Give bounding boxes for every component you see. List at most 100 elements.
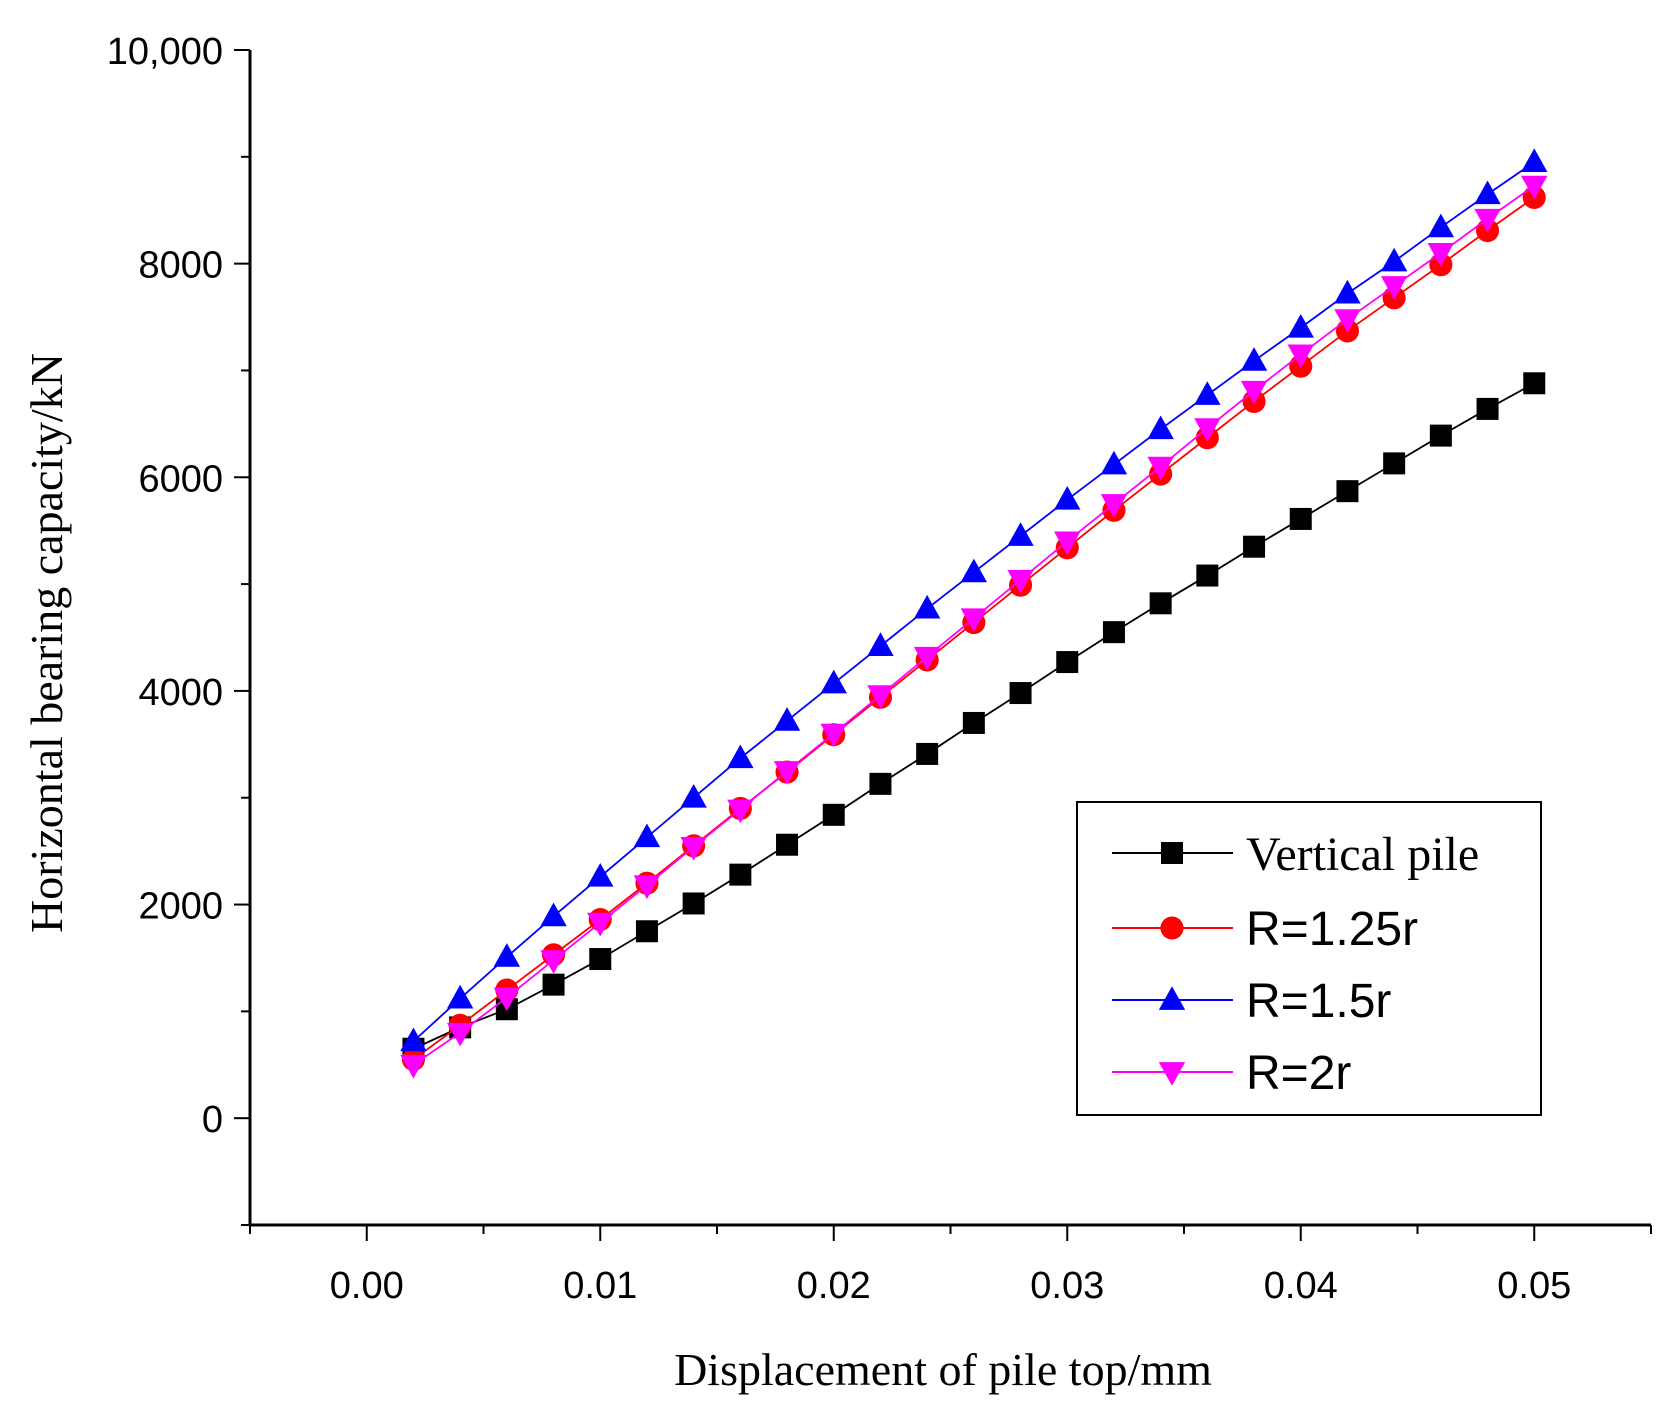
legend-box: [1076, 801, 1542, 1116]
x-tick-label: 0.03: [1030, 1265, 1104, 1307]
data-point: [1287, 344, 1314, 369]
x-tick-label: 0.01: [563, 1265, 637, 1307]
data-point: [1287, 313, 1314, 338]
legend-entry: Vertical pile: [1112, 828, 1479, 881]
data-point: [727, 799, 754, 824]
data-point: [1007, 522, 1034, 546]
data-point: [682, 892, 705, 915]
y-tick-label: 8000: [138, 245, 223, 287]
data-point: [1100, 494, 1128, 518]
data-point: [727, 744, 754, 769]
x-axis-ticks: 0.00 0.01 0.02 0.03 0.04 0.05: [249, 1225, 1652, 1307]
data-point: [960, 608, 988, 633]
data-point: [680, 783, 707, 808]
y-tick-label: 10,000: [107, 31, 223, 73]
data-point: [913, 646, 941, 671]
data-point: [635, 920, 658, 943]
data-point: [1149, 592, 1172, 615]
data-point: [540, 950, 567, 974]
legend-marker: [1158, 986, 1186, 1010]
data-point: [1054, 531, 1081, 556]
legend-marker: [1160, 916, 1184, 940]
data-point: [1523, 372, 1546, 395]
x-tick-label: 0.04: [1264, 1265, 1338, 1307]
plot-series: [400, 148, 1548, 1079]
data-point: [776, 833, 799, 856]
data-point: [633, 875, 661, 900]
data-point: [1194, 418, 1221, 442]
data-point: [1240, 347, 1268, 371]
data-point: [446, 984, 474, 1009]
data-point: [1380, 276, 1408, 300]
data-point: [400, 1027, 427, 1052]
data-point: [1336, 480, 1359, 503]
data-point: [1243, 535, 1266, 558]
y-axis-title: Horizontal bearing capacity/kN: [21, 353, 72, 933]
data-point: [822, 803, 845, 826]
data-point: [1521, 148, 1548, 173]
legend-marker: [1158, 1062, 1186, 1086]
data-point: [1427, 243, 1455, 267]
data-point: [1240, 380, 1268, 405]
data-point: [1289, 507, 1312, 530]
data-point: [446, 1022, 474, 1047]
legend-label: R=1.5r: [1246, 975, 1391, 1028]
y-tick-label: 2000: [138, 886, 223, 928]
data-point: [1429, 424, 1452, 447]
legend-label: R=2r: [1246, 1047, 1351, 1100]
data-point: [729, 863, 752, 886]
legend-label: R=1.25r: [1246, 903, 1418, 956]
data-point: [867, 632, 894, 656]
data-point: [493, 943, 521, 967]
x-tick-label: 0.02: [797, 1265, 871, 1307]
data-point: [1334, 279, 1361, 304]
data-point: [1100, 450, 1128, 475]
legend-entry: R=2r: [1112, 1047, 1351, 1100]
data-point: [913, 594, 941, 619]
x-tick-label: 0.05: [1497, 1265, 1571, 1307]
y-tick-label: 6000: [138, 458, 223, 500]
y-axis-ticks: 0 2000 4000 6000 8000 10,000: [107, 31, 250, 1226]
data-point: [1147, 456, 1174, 481]
data-point: [1427, 213, 1455, 238]
data-point: [1056, 651, 1079, 674]
data-point: [867, 685, 894, 709]
data-point: [1147, 415, 1174, 440]
data-point: [962, 711, 985, 734]
data-point: [1521, 175, 1548, 200]
data-point: [1009, 682, 1032, 705]
x-tick-label: 0.00: [330, 1265, 404, 1307]
data-point: [1476, 397, 1499, 420]
x-axis-title: Displacement of pile top/mm: [674, 1344, 1212, 1395]
data-point: [820, 723, 847, 748]
data-point: [587, 863, 614, 887]
data-point: [1102, 621, 1125, 644]
legend: Vertical pile R=1.25r R=1.5r R=2r: [1076, 801, 1542, 1116]
legend-entry: R=1.5r: [1112, 975, 1391, 1028]
data-point: [1380, 247, 1408, 272]
data-point: [1474, 180, 1501, 205]
data-point: [1334, 309, 1361, 333]
data-point: [587, 912, 614, 937]
data-point: [1007, 569, 1034, 594]
series-r-1-5r: [400, 148, 1548, 1052]
data-point: [1196, 564, 1219, 587]
legend-entry: R=1.25r: [1112, 903, 1418, 956]
data-point: [1194, 381, 1221, 405]
data-point: [540, 902, 567, 927]
data-point: [589, 948, 612, 971]
series-r-2r: [400, 175, 1548, 1079]
data-point: [680, 836, 707, 861]
data-point: [1054, 485, 1081, 510]
data-point: [1383, 452, 1406, 475]
data-point: [916, 742, 939, 765]
data-point: [542, 973, 565, 996]
data-point: [1474, 208, 1501, 233]
y-tick-label: 0: [202, 1099, 223, 1141]
legend-label: Vertical pile: [1246, 828, 1479, 881]
data-point: [493, 987, 521, 1012]
data-point: [773, 707, 801, 731]
data-point: [869, 772, 892, 795]
data-point: [820, 669, 847, 694]
